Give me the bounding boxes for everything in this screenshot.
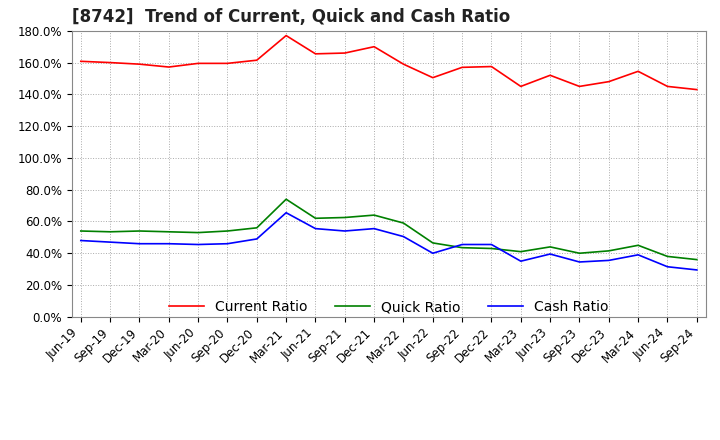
Cash Ratio bbox=[575, 259, 584, 264]
Cash Ratio bbox=[194, 242, 202, 247]
Current Ratio bbox=[399, 62, 408, 67]
Cash Ratio bbox=[428, 251, 437, 256]
Cash Ratio bbox=[487, 242, 496, 247]
Cash Ratio bbox=[106, 239, 114, 245]
Current Ratio bbox=[135, 62, 144, 67]
Quick Ratio bbox=[194, 230, 202, 235]
Cash Ratio bbox=[516, 259, 525, 264]
Cash Ratio bbox=[253, 236, 261, 242]
Quick Ratio bbox=[341, 215, 349, 220]
Current Ratio bbox=[634, 69, 642, 74]
Quick Ratio bbox=[135, 228, 144, 234]
Current Ratio bbox=[693, 87, 701, 92]
Cash Ratio bbox=[311, 226, 320, 231]
Cash Ratio bbox=[634, 252, 642, 257]
Current Ratio bbox=[546, 73, 554, 78]
Current Ratio bbox=[605, 79, 613, 84]
Quick Ratio bbox=[76, 228, 85, 234]
Legend: Current Ratio, Quick Ratio, Cash Ratio: Current Ratio, Quick Ratio, Cash Ratio bbox=[163, 294, 614, 319]
Current Ratio bbox=[253, 58, 261, 63]
Cash Ratio bbox=[341, 228, 349, 234]
Current Ratio bbox=[76, 59, 85, 64]
Quick Ratio bbox=[458, 245, 467, 250]
Quick Ratio bbox=[106, 229, 114, 235]
Current Ratio bbox=[311, 51, 320, 56]
Current Ratio bbox=[458, 65, 467, 70]
Current Ratio bbox=[428, 75, 437, 81]
Quick Ratio bbox=[516, 249, 525, 254]
Quick Ratio bbox=[575, 251, 584, 256]
Quick Ratio bbox=[428, 240, 437, 246]
Cash Ratio bbox=[135, 241, 144, 246]
Quick Ratio bbox=[693, 257, 701, 262]
Current Ratio bbox=[575, 84, 584, 89]
Line: Cash Ratio: Cash Ratio bbox=[81, 213, 697, 270]
Cash Ratio bbox=[76, 238, 85, 243]
Cash Ratio bbox=[458, 242, 467, 247]
Current Ratio bbox=[516, 84, 525, 89]
Text: [8742]  Trend of Current, Quick and Cash Ratio: [8742] Trend of Current, Quick and Cash … bbox=[72, 8, 510, 26]
Cash Ratio bbox=[223, 241, 232, 246]
Current Ratio bbox=[194, 61, 202, 66]
Cash Ratio bbox=[663, 264, 672, 269]
Quick Ratio bbox=[223, 228, 232, 234]
Line: Current Ratio: Current Ratio bbox=[81, 36, 697, 90]
Quick Ratio bbox=[634, 242, 642, 248]
Cash Ratio bbox=[282, 210, 290, 215]
Quick Ratio bbox=[164, 229, 173, 235]
Cash Ratio bbox=[546, 251, 554, 257]
Line: Quick Ratio: Quick Ratio bbox=[81, 199, 697, 260]
Current Ratio bbox=[487, 64, 496, 69]
Quick Ratio bbox=[253, 225, 261, 231]
Quick Ratio bbox=[487, 246, 496, 251]
Current Ratio bbox=[282, 33, 290, 38]
Quick Ratio bbox=[663, 254, 672, 259]
Quick Ratio bbox=[311, 216, 320, 221]
Quick Ratio bbox=[399, 220, 408, 226]
Current Ratio bbox=[164, 64, 173, 70]
Quick Ratio bbox=[370, 213, 379, 218]
Quick Ratio bbox=[282, 197, 290, 202]
Current Ratio bbox=[106, 60, 114, 65]
Current Ratio bbox=[341, 51, 349, 56]
Cash Ratio bbox=[370, 226, 379, 231]
Quick Ratio bbox=[605, 248, 613, 253]
Cash Ratio bbox=[605, 258, 613, 263]
Current Ratio bbox=[223, 61, 232, 66]
Cash Ratio bbox=[399, 234, 408, 239]
Current Ratio bbox=[663, 84, 672, 89]
Current Ratio bbox=[370, 44, 379, 49]
Quick Ratio bbox=[546, 244, 554, 249]
Cash Ratio bbox=[693, 267, 701, 272]
Cash Ratio bbox=[164, 241, 173, 246]
